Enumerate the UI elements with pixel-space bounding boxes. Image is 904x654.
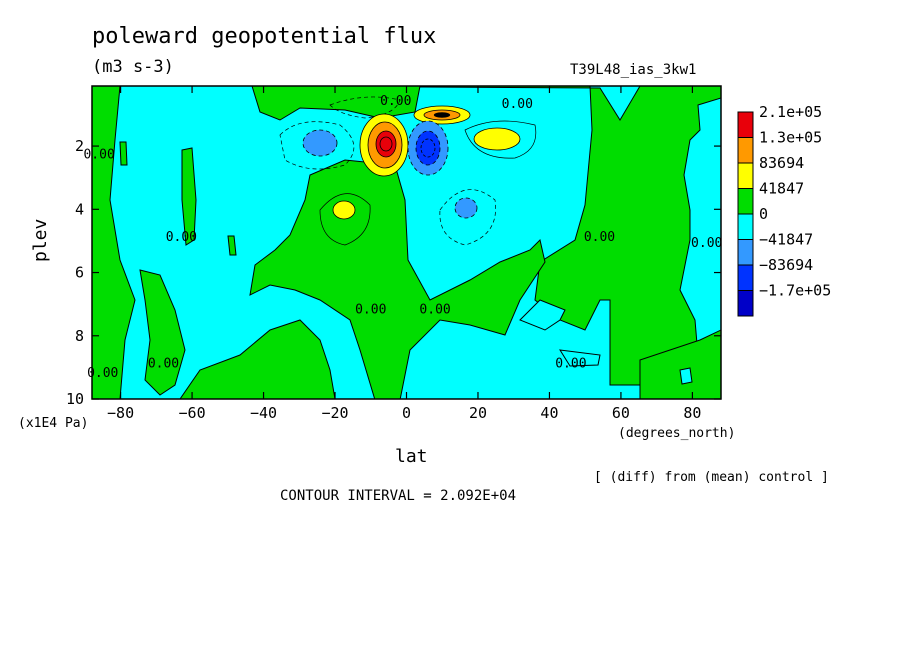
colorbar-swatch: [737, 213, 754, 240]
diff-note: [ (diff) from (mean) control ]: [594, 470, 829, 485]
chart-units: (m3 s-3): [92, 57, 174, 77]
y-tick-label: 4: [75, 200, 84, 218]
colorbar-swatch: [737, 188, 754, 215]
plot-area: [92, 86, 721, 399]
field-green-bottom-band: [179, 319, 336, 399]
contour-label: 0.00: [691, 236, 722, 251]
field-cyan-pocket-1: [519, 299, 566, 331]
colorbar-swatch: [737, 239, 754, 266]
contour-label: 0.00: [148, 356, 179, 371]
colorbar-label: −1.7e+05: [759, 282, 831, 300]
contour-interval: CONTOUR INTERVAL = 2.092E+04: [280, 488, 517, 504]
anomaly-core-negative-dark: [415, 130, 441, 166]
colorbar-swatch: [737, 290, 754, 317]
x-tick-label: −40: [250, 404, 277, 422]
anomaly-core-positive-red: [375, 130, 397, 158]
contour-label: 0.00: [355, 303, 386, 318]
contour-line-negative-3: [329, 96, 401, 119]
x-tick-label: 80: [683, 404, 701, 422]
colorbar-label: 0: [759, 205, 768, 223]
colorbar-swatch: [737, 264, 754, 291]
x-tick-label: −80: [107, 404, 134, 422]
colorbar-label: 1.3e+05: [759, 129, 822, 147]
contour-line-positive-1: [319, 193, 371, 246]
field-cyan-pocket-3: [679, 367, 693, 385]
anomaly-core-negative-ring: [420, 138, 436, 158]
x-axis-label: lat: [395, 446, 428, 467]
contour-line-negative-2: [279, 121, 355, 170]
x-tick-label: 60: [612, 404, 630, 422]
field-green-center-lobe: [249, 159, 546, 399]
contour-label: 0.00: [555, 356, 586, 371]
y-axis-units: (x1E4 Pa): [18, 416, 89, 431]
x-tick-label: 40: [540, 404, 558, 422]
anomaly-yellow-left-mid: [332, 200, 356, 220]
contour-label: 0.00: [166, 230, 197, 245]
run-label: T39L48_ias_3kw1: [570, 62, 697, 78]
colorbar-label: 41847: [759, 180, 804, 198]
anomaly-yellow-right-upper: [473, 127, 521, 151]
field-green-upper-strip: [251, 86, 421, 121]
anomaly-blue-left-upper: [302, 129, 338, 157]
contour-label: 0.00: [87, 366, 118, 381]
colorbar-label: −41847: [759, 231, 813, 249]
contour-label: 0.00: [584, 230, 615, 245]
chart-title: poleward geopotential flux: [92, 24, 437, 49]
x-tick-label: 0: [402, 404, 411, 422]
y-tick-label: 2: [75, 137, 84, 155]
field-green-left: [92, 86, 136, 399]
colorbar-swatch: [737, 162, 754, 189]
y-tick-label: 8: [75, 327, 84, 345]
contour-label: 0.00: [419, 303, 450, 318]
anomaly-blue-right-mid: [454, 197, 478, 219]
anomaly-upper-band-dark: [433, 112, 451, 118]
x-tick-label: 20: [469, 404, 487, 422]
field-green-right-bottom: [639, 329, 721, 399]
anomaly-core-positive-ring: [379, 136, 393, 152]
y-tick-label: 10: [66, 390, 84, 408]
field-green-small-1: [181, 147, 197, 246]
contour-line-negative-1: [439, 189, 496, 246]
contour-line-positive-2: [464, 120, 537, 159]
colorbar-label: −83694: [759, 256, 813, 274]
x-tick-label: −20: [321, 404, 348, 422]
field-cyan-pocket-2: [559, 349, 601, 367]
x-axis-units: (degrees_north): [618, 426, 736, 441]
colorbar-swatch: [737, 111, 754, 138]
colorbar-label: 2.1e+05: [759, 103, 822, 121]
field-green-left-mid: [139, 269, 186, 396]
x-tick-label: −60: [179, 404, 206, 422]
field-green-small-2: [119, 141, 128, 166]
contour-label: 0.00: [83, 148, 114, 163]
colorbar-swatch: [737, 137, 754, 164]
contour-label: 0.00: [380, 94, 411, 109]
field-green-small-3: [227, 235, 237, 256]
colorbar-label: 83694: [759, 154, 804, 172]
y-tick-label: 6: [75, 264, 84, 282]
contour-label: 0.00: [502, 97, 533, 112]
